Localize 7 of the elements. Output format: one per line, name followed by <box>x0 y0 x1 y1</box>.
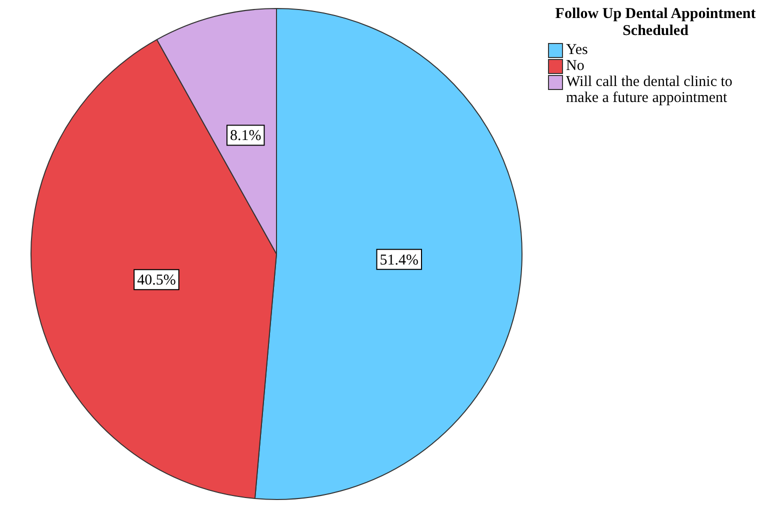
legend-label: Yes <box>566 42 588 58</box>
legend-label: No <box>566 58 584 74</box>
data-label: 40.5% <box>137 272 176 289</box>
data-label: 51.4% <box>380 252 419 268</box>
data-label: 8.1% <box>230 128 262 144</box>
legend-label: Will call the dental clinic to make a future appointment <box>566 74 734 106</box>
legend-title: Follow Up Dental Appointment Scheduled <box>554 6 757 40</box>
